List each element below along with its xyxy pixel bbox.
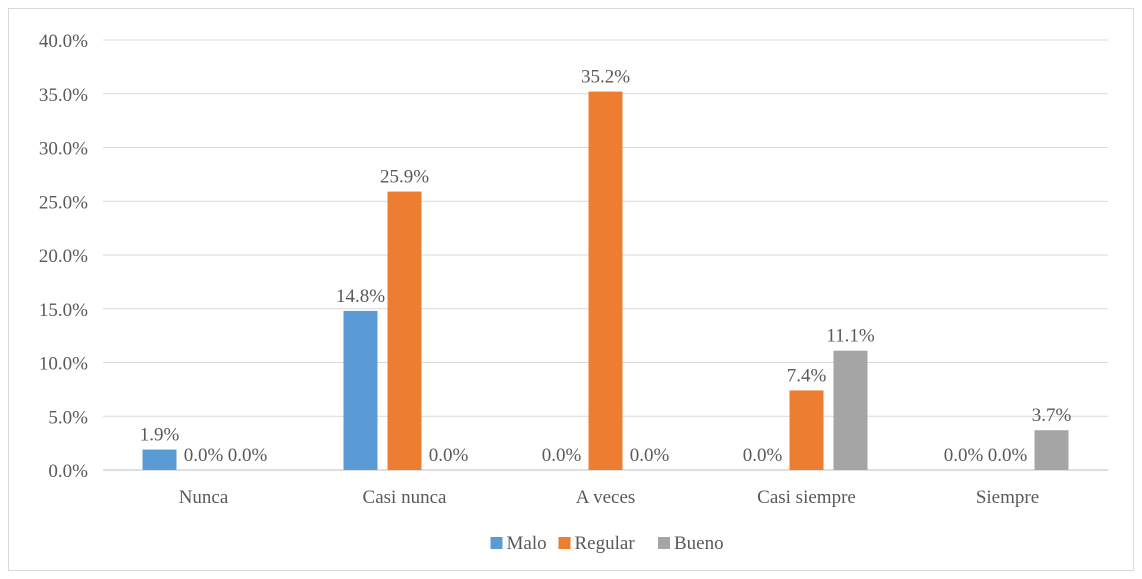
y-tick-label: 25.0% — [39, 192, 88, 213]
bar-malo — [343, 310, 378, 470]
bar-bueno — [1034, 430, 1069, 470]
legend-swatch-bueno — [658, 537, 670, 549]
data-label: 0.0% — [542, 445, 582, 466]
data-label: 7.4% — [787, 365, 827, 386]
y-tick-label: 0.0% — [48, 461, 88, 482]
data-label: 0.0% — [988, 445, 1028, 466]
data-label: 0.0% — [944, 445, 984, 466]
bar-bueno — [833, 350, 868, 470]
data-label: 25.9% — [380, 167, 429, 188]
data-label: 3.7% — [1032, 405, 1072, 426]
y-tick-label: 35.0% — [39, 85, 88, 106]
legend: Malo Regular Bueno — [490, 533, 724, 554]
category-label: Casi siempre — [757, 487, 856, 508]
data-label: 35.2% — [581, 67, 630, 88]
y-axis-ticks: 0.0% 5.0% 10.0% 15.0% 20.0% 25.0% 30.0% 35.0% 40… — [39, 31, 88, 482]
data-label: 0.0% — [630, 445, 670, 466]
x-axis-categories: Nunca Casi nunca A veces Casi siempre Siempr… — [179, 487, 1039, 508]
bar-malo — [142, 449, 177, 470]
category-label: Siempre — [976, 487, 1039, 508]
legend-swatch-malo — [490, 537, 503, 549]
y-tick-label: 20.0% — [39, 246, 88, 267]
legend-label-malo: Malo — [507, 533, 547, 554]
bars — [142, 91, 1069, 470]
y-tick-label: 10.0% — [39, 354, 88, 375]
bar-regular — [789, 390, 824, 470]
data-label: 0.0% — [228, 445, 268, 466]
data-label: 0.0% — [184, 445, 224, 466]
data-label: 0.0% — [429, 445, 469, 466]
category-label: A veces — [576, 487, 636, 508]
legend-label-regular: Regular — [575, 533, 636, 554]
y-tick-label: 15.0% — [39, 300, 88, 321]
data-label: 1.9% — [140, 425, 180, 446]
y-tick-label: 5.0% — [48, 407, 88, 428]
y-tick-label: 30.0% — [39, 139, 88, 160]
legend-label-bueno: Bueno — [674, 533, 724, 554]
chart-frame — [8, 8, 1134, 571]
bar-regular — [387, 191, 422, 470]
data-label: 0.0% — [743, 445, 783, 466]
data-label: 14.8% — [336, 286, 385, 307]
y-tick-label: 40.0% — [39, 31, 88, 52]
data-label: 11.1% — [826, 326, 875, 347]
category-label: Nunca — [179, 487, 229, 508]
legend-swatch-regular — [558, 537, 571, 549]
category-label: Casi nunca — [363, 487, 447, 508]
bar-regular — [588, 91, 623, 470]
data-labels: 1.9%0.0% 0.0%14.8%25.9%0.0% 0.0%35.2%0.0% 0… — [140, 67, 1072, 466]
